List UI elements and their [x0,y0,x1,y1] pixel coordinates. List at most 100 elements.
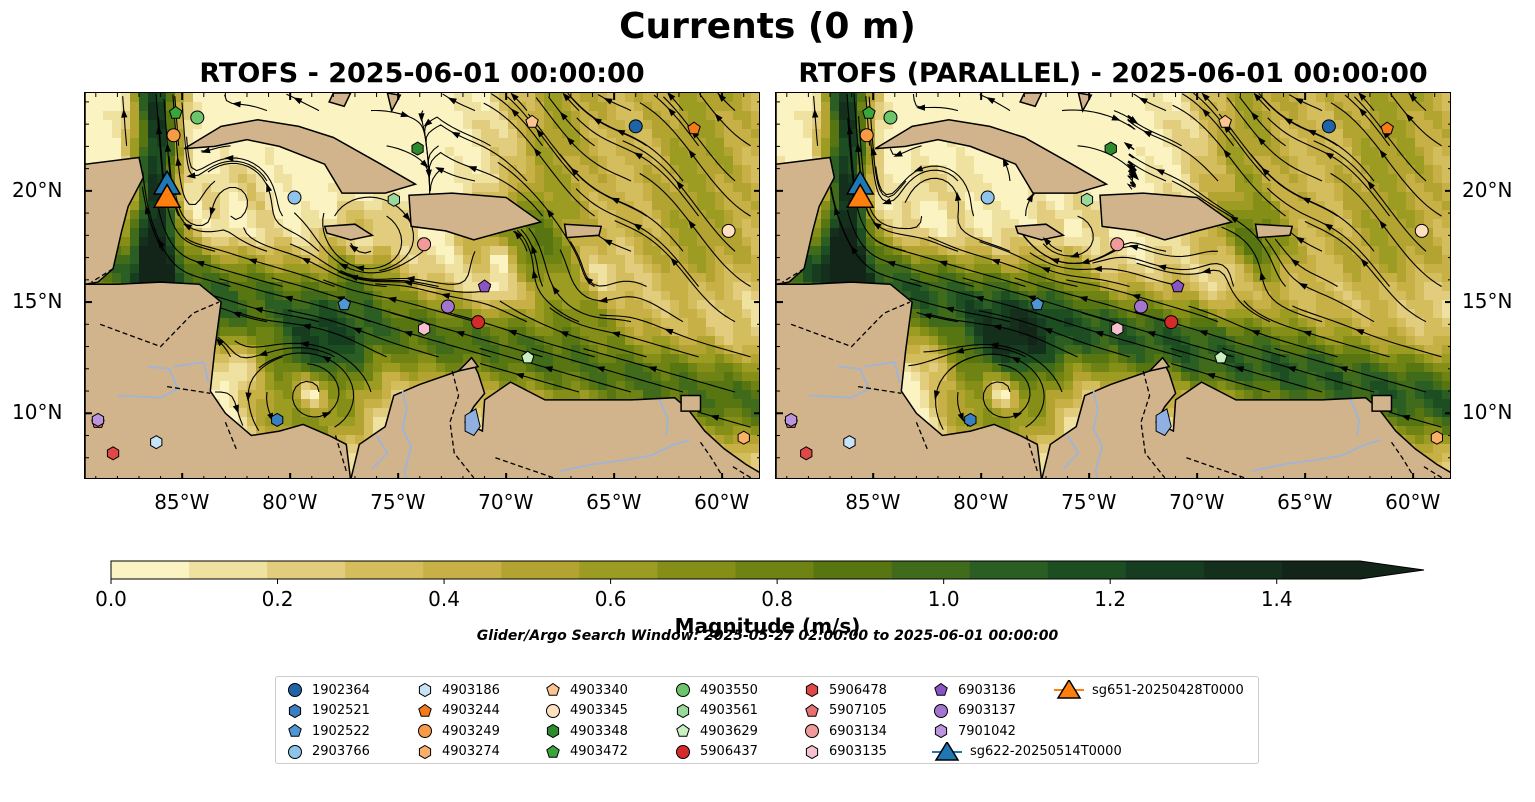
lon-tick-label: 60°W [694,490,750,514]
legend-item: 4903186 [416,680,500,700]
lon-tick-label: 85°W [845,490,901,514]
legend-marker-icon [934,723,948,739]
colorbar-tick-label: 0.6 [594,587,627,611]
marker-6903134 [1110,237,1125,252]
marker-5906437 [1164,315,1179,330]
lon-tick-label: 80°W [262,490,318,514]
legend-item: 6903134 [803,721,887,741]
colorbar [110,560,1425,584]
legend-marker-icon [546,703,560,718]
marker-4903186 [418,682,432,698]
legend-label: 1902364 [312,682,370,698]
legend-item: 4903345 [544,701,628,721]
lon-tick-label: 85°W [154,490,210,514]
streamlines [812,93,1442,430]
lat-tick-label-right: 20°N [1462,177,1513,202]
marker-6903134 [805,724,819,738]
legend-item: 4903472 [544,742,628,762]
legend-marker-icon [288,683,302,697]
marker-6903137 [1133,299,1148,314]
marker-4903348 [546,723,560,739]
legend-label: 7901042 [958,723,1016,739]
marker-2903766 [288,744,302,759]
marker-4903244 [687,121,701,135]
search-window-text: Glider/Argo Search Window: 2025-05-27 02… [476,628,1059,644]
marker-4903274 [737,430,750,445]
colorbar-tick-label: 1.4 [1260,587,1293,611]
legend-item: 5906437 [674,742,758,762]
map-panel-rtofs [84,92,760,479]
panel-title-rtofs: RTOFS - 2025-06-01 00:00:00 [199,58,645,89]
legend-marker-icon [1054,680,1084,699]
lake-maracaibo [464,408,481,437]
marker-4903274 [1430,430,1443,445]
legend-marker-icon [288,744,302,759]
marker-2903766 [980,190,995,205]
marker-6903136 [477,279,492,293]
legend-item: 4903629 [674,721,758,741]
marker-5906437 [676,744,690,759]
frame-ticks [776,93,1450,478]
marker-5906478 [106,446,120,461]
marker-4903340 [1218,114,1232,128]
marker-4903249 [859,128,874,143]
legend-marker-icon [546,723,560,739]
legend-item: 7901042 [932,721,1016,741]
marker-4903561 [1080,192,1094,207]
colorbar-tick-label: 1.2 [1094,587,1127,611]
legend-label: 4903274 [442,744,500,759]
legend-item: 4903550 [674,680,758,700]
marker-4903274 [418,744,432,759]
marker-4903340 [525,114,539,128]
streamlines [121,93,751,431]
legend-label: 4903629 [700,723,758,739]
legend-item: 5906478 [803,680,887,700]
marker-1902521 [271,412,284,427]
legend-marker-icon [546,744,560,758]
marker-1902364 [288,683,302,697]
legend-label: 1902521 [312,703,370,718]
marker-7901042 [91,412,105,427]
marker-sg651-20250428T0000 [845,183,875,209]
marker-1902522 [1030,297,1045,311]
marker-4903472 [862,105,876,119]
legend-marker-icon [934,703,948,718]
lat-tick-label-left: 20°N [12,177,63,202]
legend-marker-icon [805,703,819,717]
marker-5907105 [805,703,819,717]
colorbar-extend-arrow [1360,561,1424,579]
marker-6903136 [934,682,948,696]
legend-marker-icon [546,682,560,696]
figure-title: Currents (0 m) [619,6,916,47]
marker-6903136 [1170,279,1185,293]
marker-4903345 [546,703,560,718]
marker-4903550 [190,110,205,125]
marker-6903137 [440,299,455,314]
legend-label: 4903348 [570,723,628,739]
legend-item: 6903135 [803,742,887,762]
marker-4903629 [521,350,535,364]
marker-1902364 [1321,119,1336,134]
legend-item: 6903136 [932,680,1016,700]
legend-label: 4903244 [442,703,500,718]
lon-tick-label: 70°W [478,490,534,514]
legend-label: 6903135 [829,744,887,759]
lon-tick-label: 65°W [586,490,642,514]
marker-4903249 [418,724,432,738]
legend-marker-icon [805,682,819,698]
lon-tick-label: 80°W [953,490,1009,514]
marker-6903134 [417,237,432,252]
land [85,93,759,478]
lon-tick-label: 75°W [370,490,426,514]
marker-1902521 [964,412,977,427]
marker-4903472 [546,744,560,758]
legend-item: 4903561 [674,701,758,721]
legend-item: 1902522 [286,721,370,741]
legend-label: 6903137 [958,703,1016,718]
legend-item: 1902521 [286,701,370,721]
legend-item: 5907105 [803,701,887,721]
marker-4903345 [721,223,736,238]
marker-1902522 [337,297,351,311]
legend-label: 5907105 [829,703,887,718]
legend-item: 4903274 [416,742,500,762]
